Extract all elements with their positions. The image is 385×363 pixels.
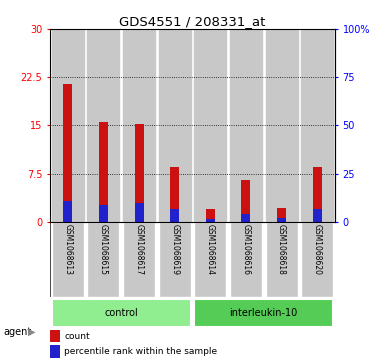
- Text: control: control: [104, 308, 138, 318]
- Bar: [64, 201, 72, 222]
- Bar: [159, 222, 191, 297]
- Bar: [135, 203, 144, 222]
- Bar: [159, 29, 191, 222]
- Bar: [266, 29, 298, 222]
- Bar: [206, 219, 215, 222]
- Text: GSM1068616: GSM1068616: [241, 224, 250, 275]
- Bar: [170, 209, 179, 222]
- Bar: [99, 122, 108, 222]
- Bar: [241, 180, 250, 222]
- Bar: [87, 222, 119, 297]
- Text: interleukin-10: interleukin-10: [229, 308, 298, 318]
- Text: agent: agent: [4, 327, 32, 337]
- Bar: [266, 222, 298, 297]
- Bar: [301, 29, 333, 222]
- Bar: [87, 29, 119, 222]
- Bar: [170, 167, 179, 222]
- Text: GSM1068617: GSM1068617: [135, 224, 144, 275]
- Text: GSM1068618: GSM1068618: [277, 224, 286, 275]
- Text: GSM1068613: GSM1068613: [64, 224, 72, 275]
- Bar: [241, 214, 250, 222]
- Text: GSM1068619: GSM1068619: [170, 224, 179, 275]
- Bar: [123, 222, 155, 297]
- Bar: [50, 330, 60, 342]
- Bar: [277, 208, 286, 222]
- Bar: [301, 222, 333, 297]
- Bar: [52, 222, 84, 297]
- Bar: [123, 29, 155, 222]
- Bar: [99, 205, 108, 222]
- Bar: [230, 222, 262, 297]
- Bar: [52, 29, 84, 222]
- Bar: [194, 29, 226, 222]
- Bar: [206, 209, 215, 222]
- Title: GDS4551 / 208331_at: GDS4551 / 208331_at: [119, 15, 266, 28]
- Text: GSM1068614: GSM1068614: [206, 224, 215, 275]
- Text: percentile rank within the sample: percentile rank within the sample: [64, 347, 218, 356]
- Text: GSM1068620: GSM1068620: [313, 224, 321, 275]
- Bar: [52, 299, 191, 327]
- Text: GSM1068615: GSM1068615: [99, 224, 108, 275]
- Bar: [64, 83, 72, 222]
- Bar: [313, 209, 321, 222]
- Bar: [135, 124, 144, 222]
- Bar: [230, 29, 262, 222]
- Bar: [50, 346, 60, 358]
- Bar: [313, 167, 321, 222]
- Text: count: count: [64, 332, 90, 340]
- Bar: [194, 222, 226, 297]
- Bar: [277, 218, 286, 222]
- Bar: [194, 299, 333, 327]
- Text: ▶: ▶: [28, 327, 35, 337]
